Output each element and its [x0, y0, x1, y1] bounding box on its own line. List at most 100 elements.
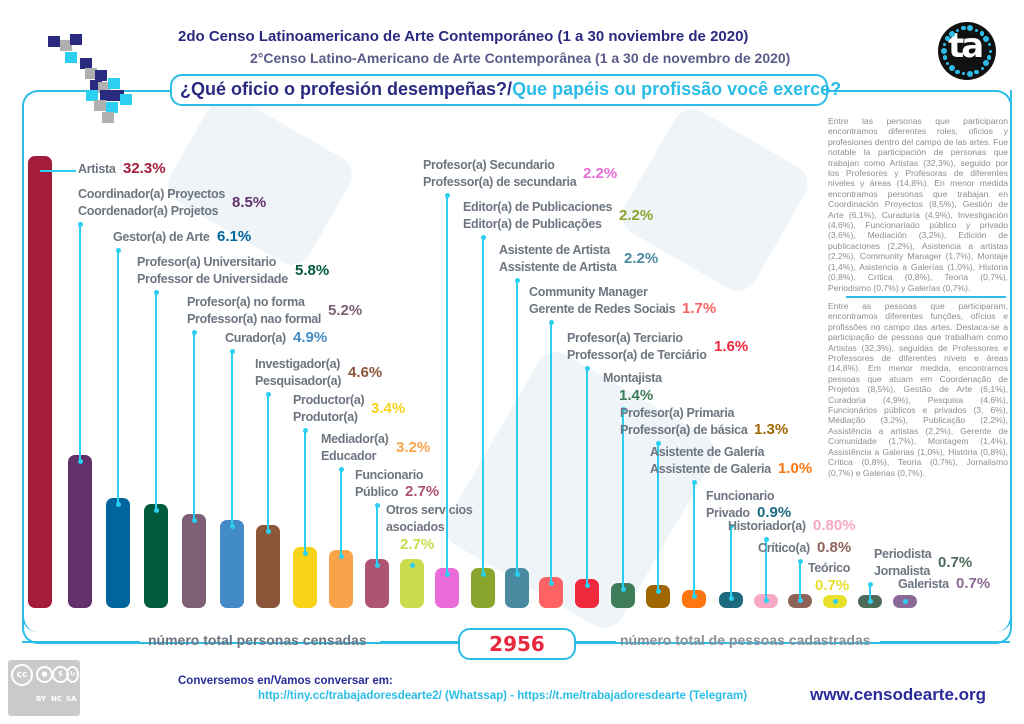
bar-label-line: Periodista	[874, 547, 932, 561]
bar-label-line: Asistente de Artista	[499, 243, 610, 257]
bar-label: Investigador(a) Pesquisador(a)	[255, 356, 341, 390]
connector	[622, 409, 624, 589]
bar-value-label: 1.0%	[778, 460, 813, 477]
website-link[interactable]: www.censodearte.org	[810, 685, 987, 704]
connector-dot	[655, 441, 661, 446]
bar-label-line: Community Manager	[529, 285, 648, 299]
bar-label-line: Professor(a) de Terciário	[567, 348, 707, 362]
contact-links[interactable]: http://tiny.cc/trabajadoresdearte2/ (Wha…	[258, 690, 748, 702]
bar-value-label: 6.1%	[217, 228, 252, 245]
map-square	[95, 70, 107, 81]
license-nc: NC	[51, 695, 62, 703]
map-square	[70, 34, 82, 45]
bar-label-line: Funcionario	[706, 489, 775, 503]
map-square	[65, 52, 77, 63]
bar-5	[220, 519, 244, 608]
question-banner: ¿Qué oficio o profesión desempeñas?/Que …	[170, 74, 841, 106]
bar-label-line: Profesor(a) Secundario	[423, 158, 555, 172]
map-square	[120, 94, 132, 105]
bar-value-label: 0.7%	[938, 554, 973, 571]
bar-label-line: Assistente de Galeria	[650, 462, 771, 476]
side-rule	[846, 296, 1006, 298]
bar-value-label: 4.9%	[293, 329, 328, 346]
bar-label-line: Produtor(a)	[293, 410, 358, 424]
connector-dot	[584, 583, 590, 589]
logo-dot	[946, 61, 950, 65]
connector-dot	[302, 550, 308, 556]
bar-value-label: 8.5%	[232, 194, 267, 211]
total-value: 2956	[458, 628, 576, 660]
bar-label: Community Manager Gerente de Redes Sociai…	[529, 284, 676, 318]
map-square	[48, 36, 60, 47]
connector-dot	[763, 597, 769, 603]
connector	[155, 292, 157, 510]
connector-dot	[265, 529, 271, 535]
bar-value-label: 1.4%	[619, 387, 654, 404]
logo-dot	[987, 43, 991, 47]
connector-dot	[584, 366, 590, 371]
connector	[482, 237, 484, 575]
connector	[693, 482, 695, 596]
map-square	[106, 102, 118, 113]
connector	[267, 394, 269, 532]
bar-label: Mediador(a) Educador	[321, 431, 389, 465]
logo-dot	[942, 55, 948, 60]
question-pt: Que papéis ou profissão você exerce?	[512, 79, 842, 99]
sharealike-icon: ↻	[66, 666, 79, 683]
connector-dot	[691, 594, 697, 599]
connector-dot	[77, 459, 83, 464]
title-pt: 2°Censo Latino-Americano de Arte Contemp…	[250, 50, 791, 66]
bar-label-line: Mediador(a)	[321, 432, 389, 446]
connector	[657, 443, 659, 591]
bar-label-line: Jornalista	[874, 564, 931, 578]
connector	[117, 250, 119, 505]
map-square	[108, 78, 120, 89]
bar-label-line: Teórico	[808, 561, 851, 575]
connector-dot	[153, 290, 159, 295]
logo-dot	[986, 55, 992, 60]
logo-dot	[961, 25, 966, 31]
bar-3	[144, 503, 168, 608]
bar-label-line: Funcionario	[355, 468, 424, 482]
connector-dot	[302, 428, 308, 433]
bar-label: Productor(a) Produtor(a)	[293, 392, 365, 426]
bar-label: Curador(a)	[225, 330, 286, 347]
bar-label-line: Educador	[321, 449, 377, 463]
bar-label-line: Galerista	[898, 577, 949, 591]
bar-value-label: 1.6%	[714, 338, 749, 355]
bar-label: Profesor(a) Secundario Professor(a) de se…	[423, 157, 577, 191]
bar-7	[293, 546, 317, 608]
total-line	[880, 641, 1010, 643]
bar-4	[182, 514, 206, 608]
bar-label: Asistente de Galería Assistente de Galeri…	[650, 444, 771, 478]
bar-label: Periodista Jornalista	[874, 546, 932, 580]
map-square	[98, 82, 110, 93]
logo-dot	[983, 35, 990, 42]
connector-dot	[374, 503, 380, 508]
bar-label: Montajista	[603, 370, 662, 387]
connector	[516, 280, 518, 575]
logo-dot	[948, 30, 955, 37]
logo-dot	[983, 60, 990, 67]
bar-label-line: Profesor(a) no forma	[187, 295, 305, 309]
bar-label: Profesor(a) Terciario Professor(a) de Ter…	[567, 330, 707, 364]
connector	[765, 539, 767, 600]
total-label-es: número total personas censadas	[148, 632, 367, 648]
connector-dot	[115, 502, 121, 508]
bar-value-label: 0.9%	[757, 504, 792, 521]
bar-label: Profesor(a) Universitario Professor de Un…	[137, 254, 288, 288]
logo-dot	[955, 69, 960, 75]
connector-dot	[444, 193, 450, 198]
connector-dot	[691, 480, 697, 485]
logo-dot	[945, 36, 950, 41]
connector	[446, 195, 448, 575]
bar-label: Editor(a) de Publicaciones Editor(a) de P…	[463, 199, 612, 233]
bar-label-line: Profesor(a) Universitario	[137, 255, 277, 269]
license-by: BY	[36, 695, 47, 703]
map-square	[85, 68, 97, 79]
connector	[304, 430, 306, 553]
bar-label-line: Investigador(a)	[255, 357, 341, 371]
bar-label-line: Coordenador(a) Projetos	[78, 204, 219, 218]
bar-label: Historiador(a)	[728, 518, 806, 535]
bar-value-label: 4.6%	[348, 364, 383, 381]
